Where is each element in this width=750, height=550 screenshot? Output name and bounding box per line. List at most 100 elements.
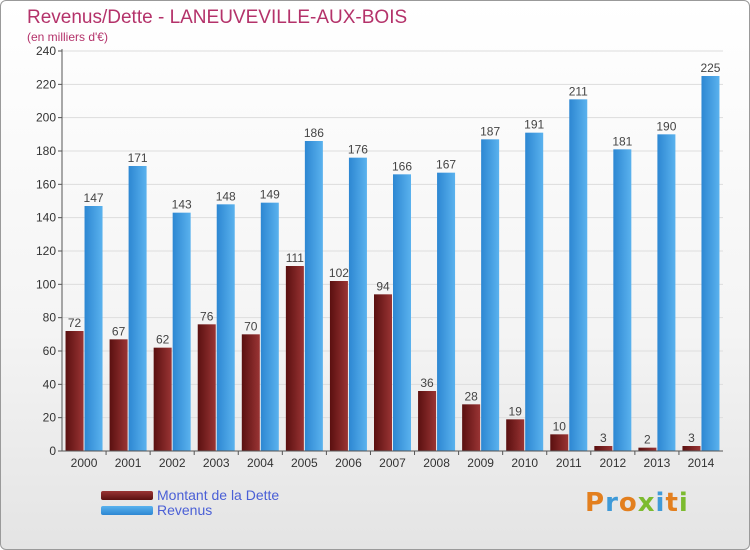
bar-revenus <box>569 99 588 451</box>
x-tick-label: 2004 <box>247 456 274 470</box>
x-tick-label: 2003 <box>203 456 230 470</box>
legend-label-dette: Montant de la Dette <box>157 487 280 503</box>
x-tick-label: 2012 <box>599 456 626 470</box>
data-label-dette: 2 <box>644 433 651 447</box>
data-label-revenus: 148 <box>216 189 236 203</box>
bar-dette <box>241 334 260 451</box>
data-label-dette: 28 <box>464 389 478 403</box>
x-tick-label: 2005 <box>291 456 318 470</box>
bar-revenus <box>304 141 323 451</box>
x-tick-label: 2009 <box>467 456 494 470</box>
logo-letter: P <box>585 488 606 518</box>
bar-dette <box>65 331 84 451</box>
bar-revenus <box>393 174 411 452</box>
data-label-revenus: 149 <box>260 188 280 202</box>
y-tick-label: 220 <box>36 77 56 91</box>
bar-dette <box>682 446 701 451</box>
bar-dette <box>638 447 657 451</box>
data-label-revenus: 147 <box>84 191 104 205</box>
data-label-dette: 36 <box>420 376 434 390</box>
logo-letter: t <box>665 488 679 518</box>
data-label-dette: 19 <box>509 404 523 418</box>
x-tick-label: 2010 <box>511 456 538 470</box>
logo-letter: r <box>605 488 619 518</box>
chart-subtitle: (en milliers d'€) <box>27 30 108 44</box>
legend-swatch-revenus <box>101 506 153 515</box>
grid-layer <box>62 50 723 452</box>
data-label-revenus: 186 <box>304 126 324 140</box>
data-label-dette: 102 <box>329 266 349 280</box>
data-label-revenus: 191 <box>524 118 544 132</box>
bar-dette <box>418 391 437 451</box>
bar-revenus <box>348 157 367 451</box>
y-tick-label: 20 <box>43 411 57 425</box>
logo-letter: i <box>678 488 689 518</box>
bar-revenus <box>613 149 632 452</box>
data-label-revenus: 181 <box>612 134 632 148</box>
x-tick-label: 2014 <box>688 456 715 470</box>
data-label-dette: 94 <box>376 279 390 293</box>
x-tick-label: 2007 <box>379 456 406 470</box>
x-tick-label: 2002 <box>159 456 186 470</box>
data-label-revenus: 190 <box>656 119 676 133</box>
legend-label-revenus: Revenus <box>157 502 213 518</box>
data-label-revenus: 143 <box>172 198 192 212</box>
bar-revenus <box>525 132 544 451</box>
data-label-dette: 67 <box>112 324 126 338</box>
data-label-dette: 3 <box>600 431 607 445</box>
y-tick-label: 180 <box>36 144 56 158</box>
logo-letter: o <box>618 488 638 518</box>
bar-revenus <box>216 204 235 451</box>
data-label-revenus: 187 <box>480 124 500 138</box>
data-label-revenus: 211 <box>569 84 588 98</box>
bar-dette <box>153 347 172 451</box>
x-tick-label: 2000 <box>71 456 98 470</box>
y-tick-label: 240 <box>36 44 56 58</box>
bar-dette <box>109 339 128 451</box>
bar-dette <box>285 266 304 451</box>
bar-revenus <box>260 202 279 451</box>
bar-dette <box>462 404 481 451</box>
x-tick-label: 2011 <box>556 456 582 470</box>
bar-revenus <box>128 166 147 451</box>
logo-letter: x <box>637 488 656 518</box>
data-label-dette: 3 <box>688 431 695 445</box>
bar-dette <box>506 419 525 451</box>
data-label-revenus: 225 <box>700 61 720 75</box>
y-tick-label: 160 <box>36 177 56 191</box>
y-tick-label: 120 <box>36 244 56 258</box>
data-label-dette: 62 <box>156 333 170 347</box>
bar-dette <box>197 324 216 451</box>
bar-dette <box>550 434 569 451</box>
data-label-revenus: 166 <box>392 159 412 173</box>
bar-revenus <box>84 206 103 451</box>
y-tick-label: 40 <box>43 377 57 391</box>
y-tick-label: 0 <box>49 444 56 458</box>
chart-title: Revenus/Dette - LANEUVEVILLE-AUX-BOIS <box>27 7 408 28</box>
bar-revenus <box>657 134 676 452</box>
x-tick-label: 2001 <box>115 456 142 470</box>
data-label-dette: 72 <box>68 316 82 330</box>
y-tick-label: 60 <box>43 344 57 358</box>
data-label-revenus: 176 <box>348 143 368 157</box>
data-label-dette: 70 <box>244 319 258 333</box>
data-label-revenus: 167 <box>436 158 456 172</box>
bar-dette <box>374 294 392 451</box>
x-tick-label: 2006 <box>335 456 362 470</box>
y-tick-label: 200 <box>36 111 56 125</box>
data-label-dette: 10 <box>553 419 567 433</box>
bar-dette <box>329 281 348 451</box>
legend-swatch-dette <box>101 491 153 500</box>
axis-layer: 0 20 40 60 80 100 120 140 160 180 200 220 240 2000 200… <box>36 44 723 470</box>
bar-revenus <box>481 139 500 452</box>
y-tick-label: 80 <box>43 311 57 325</box>
bar-revenus <box>701 76 720 451</box>
bar-revenus <box>437 172 456 451</box>
proxiti-logo: Proxiti <box>585 488 689 518</box>
x-tick-label: 2013 <box>644 456 671 470</box>
bar-dette <box>594 446 613 451</box>
data-label-dette: 76 <box>200 309 214 323</box>
bar-layer: 7214767171621437614870149111186102176941… <box>65 61 721 452</box>
